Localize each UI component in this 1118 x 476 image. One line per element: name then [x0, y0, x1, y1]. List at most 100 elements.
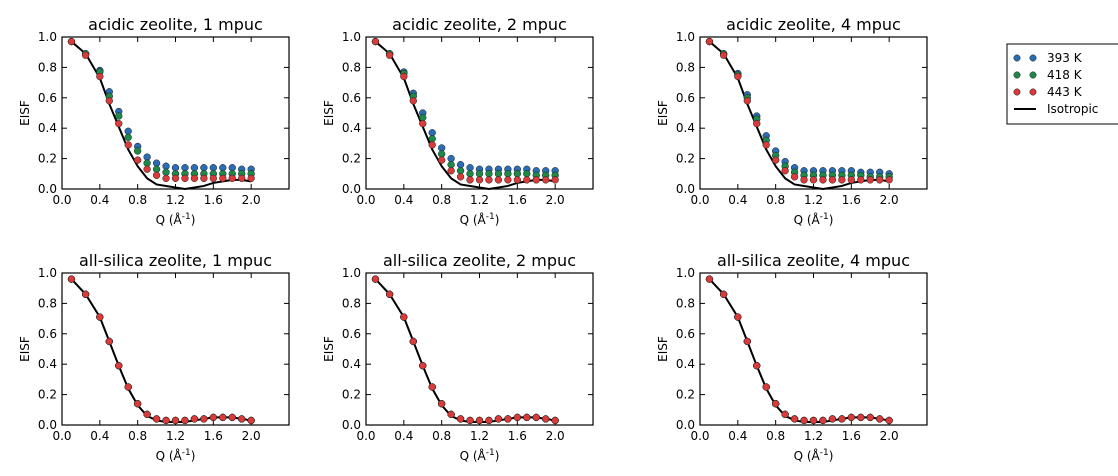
data-point-443k [857, 413, 865, 422]
data-point-443k [67, 37, 76, 46]
legend-item: 443 K [1013, 85, 1083, 99]
data-point-443k [828, 415, 837, 423]
data-point-443k [409, 337, 417, 346]
data-point-443k [743, 337, 751, 346]
data-point-443k [542, 176, 550, 184]
data-point-443k [181, 174, 189, 183]
y-tick-label: 0.0 [676, 182, 695, 196]
data-point-393k [438, 144, 446, 152]
legend: 393 K 418 K 443 K Isotropic [1006, 43, 1118, 125]
data-point-443k [67, 275, 76, 283]
data-point-443k [96, 72, 104, 81]
y-axis-label: EISF [18, 336, 32, 362]
data-point-393k [152, 159, 161, 167]
data-point-443k [753, 119, 761, 128]
x-tick-label: 2.0 [880, 429, 899, 443]
data-point-443k [781, 167, 789, 175]
data-point-443k [734, 72, 742, 81]
data-point-443k [371, 37, 380, 46]
series-line-isotropic [708, 40, 890, 191]
x-tick-label: 0.4 [394, 193, 413, 207]
series-line-isotropic [70, 278, 252, 423]
data-point-443k [209, 413, 217, 422]
plot-frame [365, 36, 594, 190]
legend-label: 418 K [1047, 68, 1083, 82]
y-tick-label: 0.4 [342, 121, 361, 135]
data-point-418k [513, 170, 521, 178]
data-point-443k [466, 416, 474, 425]
y-tick-label: 0.4 [342, 357, 361, 371]
data-point-443k [447, 167, 455, 175]
data-point-393k [162, 162, 170, 170]
legend-marker [1013, 71, 1021, 79]
data-point-443k [485, 176, 493, 184]
data-point-443k [866, 413, 874, 422]
data-point-443k [494, 176, 503, 184]
legend-item: Isotropic [1014, 102, 1098, 116]
x-tick-label: 0.4 [90, 193, 109, 207]
y-tick-label: 0.2 [676, 152, 695, 166]
data-point-443k [790, 415, 799, 423]
panel-title: acidic zeolite, 2 mpuc [392, 15, 567, 34]
data-point-418k [124, 133, 132, 141]
data-point-443k [81, 51, 90, 59]
data-point-443k [238, 174, 246, 183]
y-tick-label: 0.6 [342, 91, 361, 105]
y-axis-label: EISF [18, 100, 32, 126]
data-point-393k [124, 127, 132, 135]
x-tick-label: 1.6 [204, 193, 223, 207]
data-point-443k [838, 415, 846, 423]
data-point-443k [190, 415, 199, 423]
panels: acidic zeolite, 1 mpuc 0.0 0.4 0.8 1.2 1.6 2.0… [18, 15, 928, 463]
data-point-443k [228, 413, 236, 422]
data-point-443k [781, 410, 789, 419]
x-tick-label: 0.0 [356, 193, 375, 207]
data-point-443k [438, 156, 446, 164]
data-point-443k [466, 176, 474, 184]
data-point-443k [96, 313, 104, 321]
data-point-418k [143, 159, 151, 167]
y-tick-label: 1.0 [38, 266, 57, 280]
x-axis-label: Q (Å-1) [794, 448, 834, 463]
legend-marker [1013, 88, 1021, 96]
y-tick-label: 1.0 [38, 30, 57, 44]
data-point-393k [228, 164, 236, 172]
x-tick-label: 1.6 [508, 429, 527, 443]
data-point-393k [209, 164, 217, 172]
x-tick-label: 0.8 [128, 429, 147, 443]
data-point-393k [143, 153, 151, 161]
data-point-443k [551, 176, 559, 184]
y-axis-label: EISF [656, 336, 670, 362]
data-point-443k [800, 176, 808, 184]
x-tick-label: 2.0 [546, 193, 565, 207]
data-point-443k [419, 362, 427, 370]
x-tick-label: 2.0 [242, 193, 261, 207]
x-tick-label: 1.2 [470, 429, 489, 443]
legend-item: 393 K [1013, 51, 1083, 65]
y-tick-label: 0.0 [342, 418, 361, 432]
legend-marker [1029, 71, 1037, 79]
data-point-443k [419, 119, 427, 128]
series-line-isotropic [708, 278, 890, 423]
y-tick-label: 0.0 [342, 182, 361, 196]
y-tick-label: 1.0 [676, 30, 695, 44]
plot-frame [365, 272, 594, 426]
y-tick-label: 0.4 [676, 121, 695, 135]
data-point-443k [105, 337, 113, 346]
x-tick-label: 1.6 [204, 429, 223, 443]
y-tick-label: 0.4 [676, 357, 695, 371]
data-point-443k [115, 119, 123, 128]
data-point-418k [447, 161, 455, 169]
data-point-443k [847, 176, 855, 184]
data-point-393k [447, 154, 455, 163]
data-point-443k [772, 156, 780, 164]
data-point-443k [400, 72, 408, 81]
x-tick-label: 0.4 [728, 193, 747, 207]
data-point-443k [385, 290, 394, 298]
x-tick-label: 0.8 [432, 429, 451, 443]
data-point-418k [419, 113, 427, 122]
legend-label: 393 K [1047, 51, 1083, 65]
data-point-418k [438, 150, 446, 158]
data-point-443k [162, 416, 170, 425]
